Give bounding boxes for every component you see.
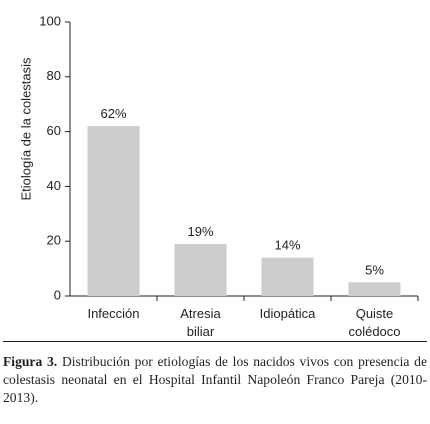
figure-caption-text: Distribución por etiologías de los nacid… (3, 354, 427, 405)
data-label: 5% (365, 262, 384, 277)
y-tick-label: 40 (47, 178, 61, 193)
caption-divider (3, 341, 427, 342)
bar (87, 126, 140, 297)
data-label: 19% (187, 224, 213, 239)
bars (87, 126, 401, 297)
y-tick-label: 80 (47, 68, 61, 83)
y-tick-label: 0 (54, 287, 61, 302)
x-tick-label: biliar (187, 324, 215, 339)
x-labels: Infección Atresia biliar Idiopática Quiste co… (87, 306, 400, 339)
y-axis-title-group: Etiología de la colestasis (18, 57, 33, 201)
y-tick-label: 60 (47, 123, 61, 138)
bar-chart: Etiología de la colestasis 020406080100 … (18, 13, 419, 339)
figure-caption-label: Figura 3. (3, 354, 58, 369)
y-tick-label: 20 (47, 233, 61, 248)
data-label: 14% (274, 238, 300, 253)
x-tick-label: Quiste (356, 306, 394, 321)
bar (261, 257, 314, 296)
x-tick-label: Idiopática (260, 306, 316, 321)
bar (174, 243, 227, 296)
y-axis-title: Etiología de la colestasis (18, 57, 33, 201)
data-label: 62% (100, 106, 126, 121)
data-labels: 62% 19% 14% 5% (100, 106, 384, 277)
x-tick-label: Atresia (180, 306, 221, 321)
figure-caption: Figura 3. Distribución por etiologías de… (3, 353, 427, 407)
bar (348, 282, 401, 296)
y-tick-label: 100 (39, 13, 61, 28)
x-tick-label: colédoco (348, 324, 400, 339)
y-ticks: 0 20 40 60 80 100 (39, 13, 70, 302)
x-tick-label: Infección (87, 306, 139, 321)
